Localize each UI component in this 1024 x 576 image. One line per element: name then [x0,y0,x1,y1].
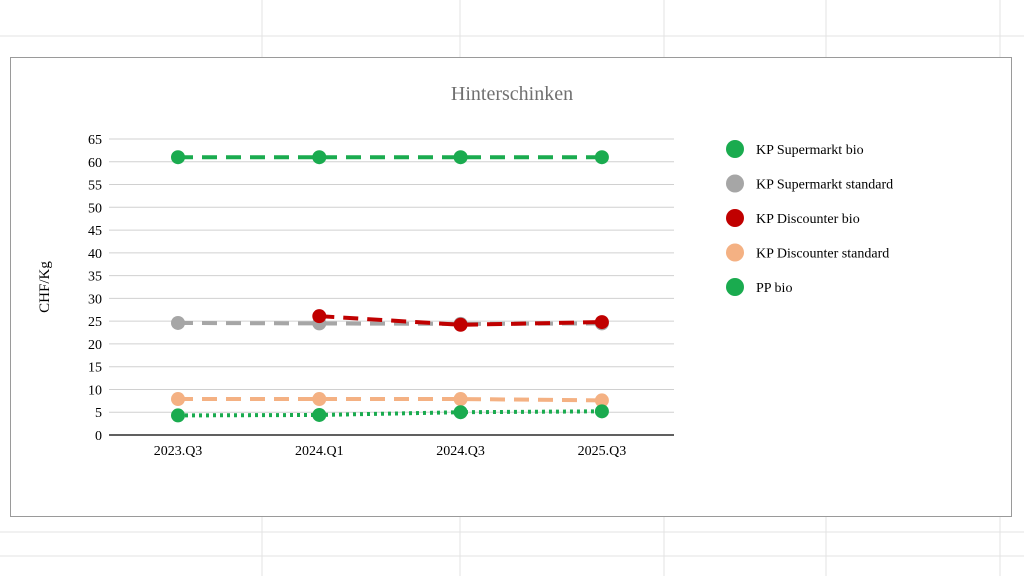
legend-item: KP Discounter standard [726,243,889,262]
data-point [171,315,185,330]
legend-label: PP bio [756,281,792,296]
data-point [312,392,327,407]
y-axis-label: CHF/Kg [37,261,53,313]
data-point [594,404,609,419]
data-point [171,408,185,423]
legend: KP Supermarkt bio KP Supermarkt standard K… [726,140,893,296]
data-point [594,150,609,165]
data-point [453,317,468,332]
legend-label: KP Discounter bio [756,212,860,227]
legend-marker [726,278,744,296]
x-tick-label: 2025.Q3 [578,444,627,459]
data-point [594,393,609,408]
data-point [453,150,468,165]
y-tick-label: 35 [88,270,102,285]
chart-frame[interactable]: Hinterschinken CHF/Kg 0 5 10 15 20 25 30 35 40 45… [10,57,1012,517]
series-lines [171,150,609,423]
legend-marker [726,209,744,227]
data-point [312,150,327,165]
series-line [177,409,602,418]
legend-label: KP Supermarkt standard [756,178,893,193]
series-2 [312,309,609,332]
y-tick-label: 0 [95,429,102,444]
y-tick-label: 40 [88,247,102,262]
y-tick-label: 45 [88,224,102,239]
x-tick-label: 2023.Q3 [154,444,203,459]
x-tick-label: 2024.Q1 [295,444,344,459]
y-tick-label: 20 [88,338,102,353]
data-point [453,392,468,407]
y-tick-label: 15 [88,361,102,376]
legend-marker [726,243,744,262]
legend-label: KP Discounter standard [756,247,889,262]
legend-item: KP Discounter bio [726,209,860,227]
y-tick-label: 5 [95,406,102,421]
legend-item: KP Supermarkt standard [726,174,893,193]
data-point [171,150,185,165]
legend-item: KP Supermarkt bio [726,140,864,158]
series-3 [171,392,609,408]
legend-marker [726,140,744,158]
data-point [312,309,327,324]
series-4 [171,404,609,423]
data-point [171,392,185,407]
x-tick-label: 2024.Q3 [436,444,485,459]
line-chart: Hinterschinken CHF/Kg 0 5 10 15 20 25 30 35 40 45… [37,83,893,459]
data-point [312,407,327,422]
y-tick-labels: 0 5 10 15 20 25 30 35 40 45 50 55 60 65 [88,133,102,444]
series-line [178,397,602,403]
y-tick-label: 55 [88,179,102,194]
x-tick-labels: 2023.Q3 2024.Q1 2024.Q3 2025.Q3 [154,444,627,459]
data-point [594,315,609,330]
data-point [453,405,468,420]
y-tick-label: 30 [88,292,102,307]
y-tick-label: 50 [88,201,102,216]
legend-label: KP Supermarkt bio [756,143,864,158]
series-0 [171,150,609,165]
gridlines [109,138,674,436]
y-tick-label: 10 [88,383,102,398]
y-tick-label: 25 [88,315,102,330]
legend-marker [726,174,744,193]
y-tick-label: 65 [88,133,102,148]
legend-item: PP bio [726,278,792,296]
chart-title: Hinterschinken [451,83,573,105]
y-tick-label: 60 [88,156,102,171]
